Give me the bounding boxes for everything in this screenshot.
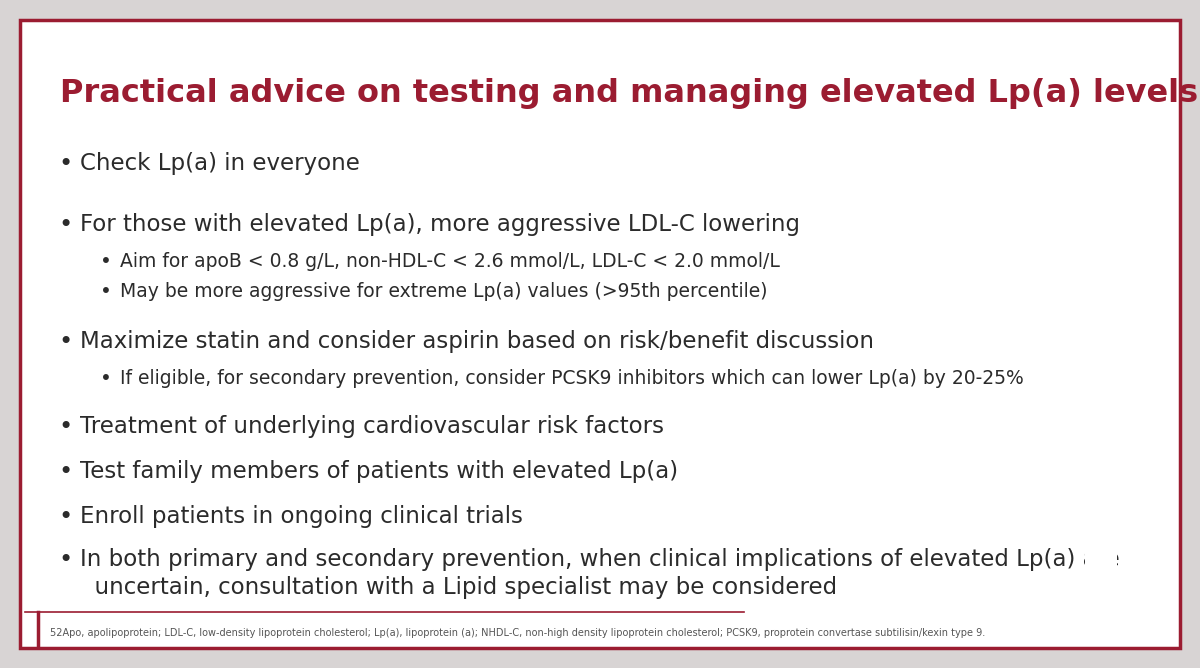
Text: •: • (58, 152, 72, 176)
Text: Treatment of underlying cardiovascular risk factors: Treatment of underlying cardiovascular r… (80, 415, 664, 438)
Text: •: • (58, 460, 72, 484)
Bar (1132, 574, 1138, 594)
Bar (1130, 562, 1170, 574)
Text: Maximize statin and consider aspirin based on risk/benefit discussion: Maximize statin and consider aspirin bas… (80, 330, 874, 353)
Text: •: • (100, 252, 112, 271)
Text: •: • (58, 505, 72, 529)
Text: •: • (58, 330, 72, 354)
Text: Aim for apoB < 0.8 g/L, non-HDL-C < 2.6 mmol/L, LDL-C < 2.0 mmol/L: Aim for apoB < 0.8 g/L, non-HDL-C < 2.6 … (120, 252, 780, 271)
Bar (1140, 492, 1168, 562)
Bar (1114, 582, 1120, 602)
Bar (1142, 510, 1164, 538)
Text: Check Lp(a) in everyone: Check Lp(a) in everyone (80, 152, 360, 175)
Text: •: • (58, 415, 72, 439)
Text: In both primary and secondary prevention, when clinical implications of elevated: In both primary and secondary prevention… (80, 548, 1120, 571)
Text: uncertain, consultation with a Lipid specialist may be considered: uncertain, consultation with a Lipid spe… (80, 576, 838, 599)
Bar (1085, 515, 1117, 570)
Text: If eligible, for secondary prevention, consider PCSK9 inhibitors which can lower: If eligible, for secondary prevention, c… (120, 369, 1024, 388)
Bar (1075, 570, 1117, 582)
Text: For those with elevated Lp(a), more aggressive LDL-C lowering: For those with elevated Lp(a), more aggr… (80, 213, 800, 236)
Text: May be more aggressive for extreme Lp(a) values (>95th percentile): May be more aggressive for extreme Lp(a)… (120, 282, 768, 301)
FancyBboxPatch shape (20, 20, 1180, 648)
Text: •: • (58, 213, 72, 237)
Circle shape (1086, 491, 1114, 519)
Text: •: • (58, 548, 72, 572)
Bar (1163, 574, 1169, 594)
Text: 52Apo, apolipoprotein; LDL-C, low-density lipoprotein cholesterol; Lp(a), lipopr: 52Apo, apolipoprotein; LDL-C, low-densit… (50, 628, 985, 638)
Bar (1087, 522, 1114, 550)
Text: Test family members of patients with elevated Lp(a): Test family members of patients with ele… (80, 460, 678, 483)
Circle shape (1142, 483, 1164, 505)
Text: •: • (100, 369, 112, 388)
Text: Enroll patients in ongoing clinical trials: Enroll patients in ongoing clinical tria… (80, 505, 523, 528)
Text: •: • (100, 282, 112, 301)
Text: Practical advice on testing and managing elevated Lp(a) levels: Practical advice on testing and managing… (60, 78, 1198, 109)
Bar (1078, 582, 1084, 602)
